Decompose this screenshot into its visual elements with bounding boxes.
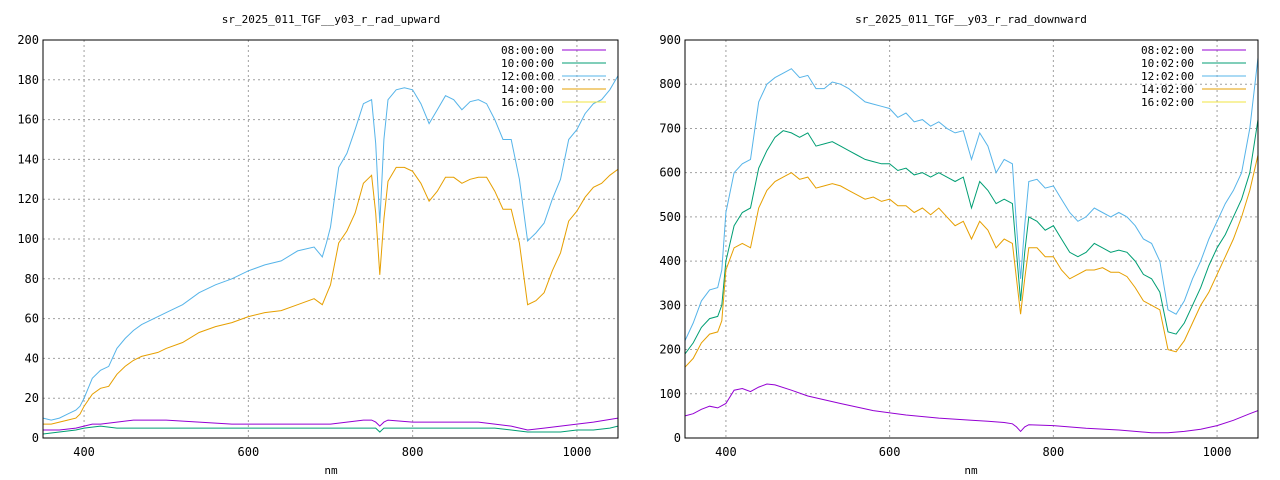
series-group — [43, 75, 618, 435]
y-tick-label: 700 — [659, 121, 681, 135]
y-tick-label: 60 — [25, 312, 39, 326]
plot-frame — [42, 39, 619, 439]
x-axis-label: nm — [324, 464, 338, 477]
legend-label: 14:02:00 — [1141, 83, 1194, 96]
chart-title: sr_2025_011_TGF__y03_r_rad_upward — [222, 13, 441, 26]
y-tick-label: 300 — [659, 298, 681, 312]
y-tick-label: 80 — [25, 272, 39, 286]
legend-label: 10:00:00 — [501, 57, 554, 70]
legend-label: 12:02:00 — [1141, 70, 1194, 83]
y-tick-label: 500 — [659, 210, 681, 224]
x-tick-label: 1000 — [562, 445, 591, 459]
x-tick-label: 400 — [715, 445, 737, 459]
plot-frame — [684, 39, 1259, 439]
y-tick-label: 900 — [659, 33, 681, 47]
y-tick-label: 200 — [17, 33, 39, 47]
series-line — [43, 166, 618, 425]
y-tick-label: 100 — [659, 387, 681, 401]
legend-label: 16:02:00 — [1141, 96, 1194, 109]
chart-title: sr_2025_011_TGF__y03_r_rad_downward — [855, 13, 1087, 26]
legend-label: 08:02:00 — [1141, 44, 1194, 57]
y-tick-label: 180 — [17, 73, 39, 87]
y-tick-label: 400 — [659, 254, 681, 268]
legend-label: 16:00:00 — [501, 96, 554, 109]
series-line — [43, 425, 618, 435]
y-tick-label: 140 — [17, 152, 39, 166]
series-group — [685, 57, 1258, 434]
series-line — [685, 57, 1258, 341]
x-tick-label: 800 — [1043, 445, 1065, 459]
x-tick-label: 800 — [402, 445, 424, 459]
x-tick-label: 600 — [238, 445, 260, 459]
x-axis-label: nm — [964, 464, 978, 477]
legend-label: 14:00:00 — [501, 83, 554, 96]
legend-label: 12:00:00 — [501, 70, 554, 83]
y-tick-label: 600 — [659, 166, 681, 180]
series-line — [685, 383, 1258, 434]
legend-label: 10:02:00 — [1141, 57, 1194, 70]
y-tick-label: 120 — [17, 192, 39, 206]
y-tick-label: 800 — [659, 77, 681, 91]
downward-radiance-chart: sr_2025_011_TGF__y03_r_rad_downward nm 0… — [659, 13, 1259, 477]
y-tick-label: 0 — [32, 431, 39, 445]
legend-label: 08:00:00 — [501, 44, 554, 57]
y-tick-label: 100 — [17, 232, 39, 246]
y-tick-label: 160 — [17, 113, 39, 127]
y-tick-label: 0 — [674, 431, 681, 445]
series-line — [685, 119, 1258, 355]
series-line — [43, 75, 618, 421]
y-tick-label: 20 — [25, 391, 39, 405]
y-tick-label: 40 — [25, 351, 39, 365]
y-tick-label: 200 — [659, 343, 681, 357]
x-tick-label: 400 — [73, 445, 95, 459]
upward-radiance-chart: sr_2025_011_TGF__y03_r_rad_upward nm 0 20… — [17, 13, 619, 477]
series-line — [685, 154, 1258, 368]
series-line — [43, 417, 618, 431]
x-tick-label: 600 — [879, 445, 901, 459]
x-tick-label: 1000 — [1203, 445, 1232, 459]
